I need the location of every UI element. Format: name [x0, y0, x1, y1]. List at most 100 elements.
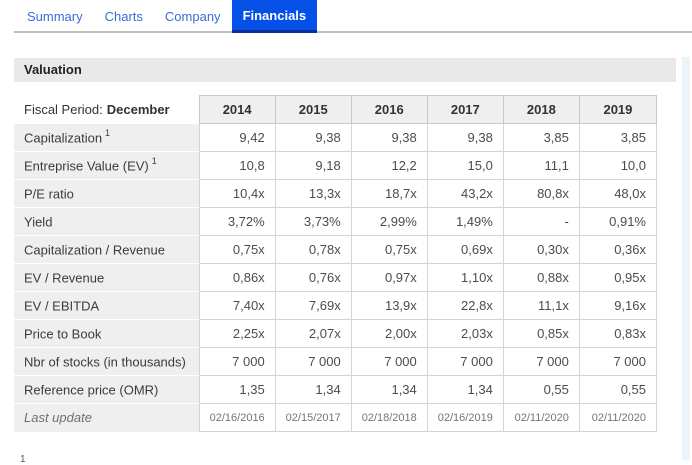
- value-cell: 0,69x: [426, 235, 504, 264]
- table-header-row: Fiscal Period: December 2014 2015 2016 20…: [14, 95, 658, 124]
- value-cell: 11,1: [502, 151, 580, 180]
- value-cell: 11,1x: [502, 291, 580, 320]
- row-label: Nbr of stocks (in thousands): [24, 354, 186, 370]
- fiscal-period-value: December: [106, 101, 170, 117]
- table-row: Entreprise Value (EV) 1 10,8 9,18 12,2 15…: [14, 151, 658, 180]
- value-cell: 0,83x: [578, 319, 658, 348]
- value-cell: 9,16x: [578, 291, 658, 320]
- year-header: 2018: [502, 95, 580, 124]
- value-cell: 2,99%: [350, 207, 428, 236]
- tab-summary[interactable]: Summary: [27, 9, 83, 24]
- value-cell: 2,00x: [350, 319, 428, 348]
- value-cell: 7 000: [502, 347, 580, 376]
- table-row: Price to Book 2,25x 2,07x 2,00x 2,03x 0,…: [14, 319, 658, 348]
- footnote-ref: 1: [105, 128, 111, 139]
- year-header: 2017: [426, 95, 504, 124]
- value-cell: 02/15/2017: [274, 403, 352, 432]
- row-label: P/E ratio: [24, 186, 74, 202]
- value-cell: 1,35: [198, 375, 276, 404]
- value-cell: 10,0: [578, 151, 658, 180]
- last-update-row: Last update 02/16/2016 02/15/2017 02/18/…: [14, 403, 658, 432]
- value-cell: 0,75x: [350, 235, 428, 264]
- value-cell: 1,10x: [426, 263, 504, 292]
- value-cell: -: [502, 207, 580, 236]
- value-cell: 0,97x: [350, 263, 428, 292]
- table-row: Capitalization 1 9,42 9,38 9,38 9,38 3,85…: [14, 123, 658, 152]
- value-cell: 0,55: [502, 375, 580, 404]
- row-label: EV / EBITDA: [24, 298, 100, 314]
- value-cell: 0,55: [578, 375, 658, 404]
- section-title: Valuation: [24, 62, 82, 77]
- value-cell: 18,7x: [350, 179, 428, 208]
- value-cell: 7 000: [578, 347, 658, 376]
- value-cell: 1,49%: [426, 207, 504, 236]
- value-cell: 3,72%: [198, 207, 276, 236]
- row-label: Entreprise Value (EV): [24, 158, 149, 174]
- table-row: Reference price (OMR) 1,35 1,34 1,34 1,3…: [14, 375, 658, 404]
- value-cell: 48,0x: [578, 179, 658, 208]
- value-cell: 7,40x: [198, 291, 276, 320]
- value-cell: 12,2: [350, 151, 428, 180]
- value-cell: 0,85x: [502, 319, 580, 348]
- value-cell: 22,8x: [426, 291, 504, 320]
- row-label: EV / Revenue: [24, 270, 105, 286]
- value-cell: 15,0: [426, 151, 504, 180]
- value-cell: 1,34: [274, 375, 352, 404]
- tab-company[interactable]: Company: [164, 9, 221, 24]
- value-cell: 3,85: [578, 123, 658, 152]
- value-cell: 2,03x: [426, 319, 504, 348]
- value-cell: 7 000: [350, 347, 428, 376]
- tab-financials[interactable]: Financials: [231, 0, 318, 33]
- value-cell: 9,38: [426, 123, 504, 152]
- value-cell: 9,38: [350, 123, 428, 152]
- row-label: Capitalization / Revenue: [24, 242, 165, 258]
- year-header: 2019: [578, 95, 658, 124]
- value-cell: 2,25x: [198, 319, 276, 348]
- right-edge-highlight: [682, 57, 690, 460]
- value-cell: 9,38: [274, 123, 352, 152]
- value-cell: 43,2x: [426, 179, 504, 208]
- value-cell: 0,91%: [578, 207, 658, 236]
- table-row: EV / EBITDA 7,40x 7,69x 13,9x 22,8x 11,1…: [14, 291, 658, 320]
- table-row: Capitalization / Revenue 0,75x 0,78x 0,7…: [14, 235, 658, 264]
- value-cell: 0,95x: [578, 263, 658, 292]
- table-body: Capitalization 1 9,42 9,38 9,38 9,38 3,85…: [14, 123, 658, 404]
- tab-charts[interactable]: Charts: [104, 9, 143, 24]
- value-cell: 3,73%: [274, 207, 352, 236]
- value-cell: 0,88x: [502, 263, 580, 292]
- value-cell: 1,34: [350, 375, 428, 404]
- table-row: Yield 3,72% 3,73% 2,99% 1,49% - 0,91%: [14, 207, 658, 236]
- section-header-valuation: Valuation: [14, 58, 676, 82]
- valuation-table: Fiscal Period: December 2014 2015 2016 20…: [14, 95, 658, 432]
- value-cell: 1,34: [426, 375, 504, 404]
- year-header: 2015: [274, 95, 352, 124]
- value-cell: 0,76x: [274, 263, 352, 292]
- value-cell: 02/11/2020: [578, 403, 658, 432]
- row-label: Capitalization: [24, 130, 103, 146]
- value-cell: 13,9x: [350, 291, 428, 320]
- value-cell: 9,42: [198, 123, 276, 152]
- value-cell: 0,78x: [274, 235, 352, 264]
- row-label: Yield: [24, 214, 53, 230]
- row-label: Last update: [14, 403, 200, 432]
- value-cell: 10,4x: [198, 179, 276, 208]
- fiscal-period-cell: Fiscal Period: December: [14, 95, 200, 124]
- year-header: 2014: [198, 95, 276, 124]
- value-cell: 0,86x: [198, 263, 276, 292]
- value-cell: 7,69x: [274, 291, 352, 320]
- value-cell: 02/18/2018: [350, 403, 428, 432]
- value-cell: 80,8x: [502, 179, 580, 208]
- value-cell: 2,07x: [274, 319, 352, 348]
- value-cell: 02/16/2019: [426, 403, 504, 432]
- value-cell: 9,18: [274, 151, 352, 180]
- table-row: P/E ratio 10,4x 13,3x 18,7x 43,2x 80,8x …: [14, 179, 658, 208]
- table-row: Nbr of stocks (in thousands) 7 000 7 000…: [14, 347, 658, 376]
- value-cell: 13,3x: [274, 179, 352, 208]
- year-header: 2016: [350, 95, 428, 124]
- value-cell: 7 000: [274, 347, 352, 376]
- footnote-ref: 1: [151, 156, 157, 167]
- value-cell: 0,30x: [502, 235, 580, 264]
- fiscal-period-label: Fiscal Period:: [24, 101, 103, 117]
- row-label: Price to Book: [24, 326, 102, 342]
- value-cell: 02/11/2020: [502, 403, 580, 432]
